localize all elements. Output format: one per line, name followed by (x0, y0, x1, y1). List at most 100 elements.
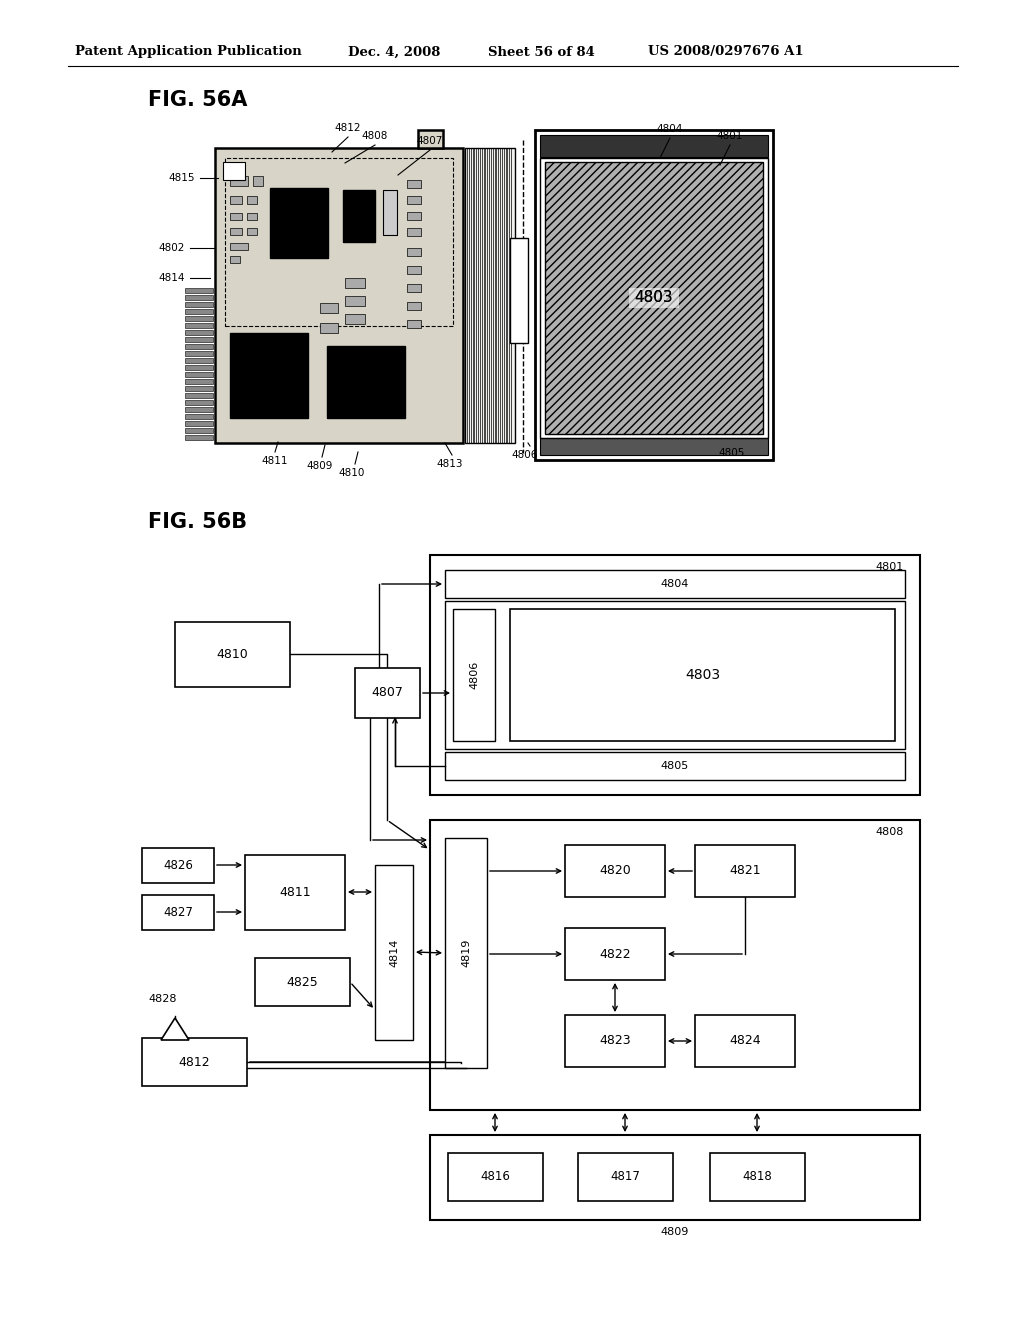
Text: 4803: 4803 (685, 668, 720, 682)
Text: 4812: 4812 (178, 1056, 210, 1068)
Bar (185, 288, 213, 293)
Bar (185, 315, 213, 321)
Bar (225, 158, 453, 326)
Bar (185, 337, 213, 342)
Bar (355, 668, 420, 718)
Bar (430, 820, 920, 1110)
Bar (247, 195, 257, 205)
Bar (185, 351, 213, 356)
Text: 4815: 4815 (169, 173, 195, 183)
Bar (453, 609, 495, 741)
Text: 4812: 4812 (335, 123, 361, 133)
Bar (270, 187, 328, 257)
Text: 4801: 4801 (876, 562, 904, 572)
Text: 4827: 4827 (163, 906, 193, 919)
Bar (185, 323, 213, 327)
Text: 4805: 4805 (660, 762, 689, 771)
Text: Dec. 4, 2008: Dec. 4, 2008 (348, 45, 440, 58)
Bar (327, 346, 406, 418)
Text: 4820: 4820 (599, 865, 631, 878)
Bar (185, 294, 213, 300)
Text: 4813: 4813 (437, 459, 463, 469)
Bar (142, 847, 214, 883)
Bar (540, 135, 768, 157)
Bar (185, 421, 213, 426)
Bar (445, 601, 905, 748)
Bar (255, 958, 350, 1006)
Bar (535, 129, 773, 459)
Text: 4824: 4824 (729, 1035, 761, 1048)
Bar (545, 162, 763, 434)
Text: 4814: 4814 (159, 273, 185, 282)
Text: 4807: 4807 (417, 136, 443, 147)
Bar (465, 148, 515, 444)
Bar (185, 309, 213, 314)
Text: 4809: 4809 (307, 461, 333, 471)
Bar (215, 148, 463, 444)
Bar (185, 385, 213, 391)
Text: 4801: 4801 (717, 131, 743, 141)
Bar (319, 323, 338, 333)
Text: 4823: 4823 (599, 1035, 631, 1048)
Bar (565, 1015, 665, 1067)
Text: 4806: 4806 (512, 450, 539, 459)
Bar (407, 180, 421, 187)
Bar (230, 213, 242, 220)
Bar (185, 407, 213, 412)
Bar (247, 228, 257, 235)
Bar (407, 195, 421, 205)
Bar (407, 284, 421, 292)
Bar (185, 345, 213, 348)
Bar (407, 319, 421, 327)
Bar (578, 1152, 673, 1201)
Bar (345, 296, 365, 306)
Bar (383, 190, 397, 235)
Bar (565, 845, 665, 898)
Bar (142, 1038, 247, 1086)
Text: 4805: 4805 (719, 447, 745, 458)
Bar (185, 393, 213, 399)
Text: 4808: 4808 (876, 828, 904, 837)
Bar (247, 213, 257, 220)
Bar (695, 845, 795, 898)
Bar (185, 330, 213, 335)
Bar (510, 609, 895, 741)
Bar (445, 838, 487, 1068)
Bar (230, 333, 308, 418)
Bar (185, 379, 213, 384)
Text: 4802: 4802 (159, 243, 185, 253)
Text: US 2008/0297676 A1: US 2008/0297676 A1 (648, 45, 804, 58)
Bar (695, 1015, 795, 1067)
Bar (245, 855, 345, 931)
Text: 4806: 4806 (469, 661, 479, 689)
Bar (407, 302, 421, 310)
Text: 4819: 4819 (461, 939, 471, 968)
Text: 4811: 4811 (262, 455, 288, 466)
Bar (540, 438, 768, 455)
Bar (375, 865, 413, 1040)
Bar (629, 288, 679, 308)
Bar (185, 358, 213, 363)
Bar (345, 279, 365, 288)
Bar (230, 176, 248, 186)
Text: 4807: 4807 (372, 686, 403, 700)
Text: 4810: 4810 (339, 469, 366, 478)
Text: 4811: 4811 (280, 886, 311, 899)
Text: 4826: 4826 (163, 859, 193, 873)
Text: Patent Application Publication: Patent Application Publication (75, 45, 302, 58)
Text: 4804: 4804 (660, 579, 689, 589)
Bar (445, 752, 905, 780)
Text: 4816: 4816 (480, 1171, 510, 1184)
Bar (253, 176, 263, 186)
Bar (430, 1135, 920, 1220)
Bar (230, 243, 248, 249)
Bar (343, 190, 375, 242)
Polygon shape (418, 129, 443, 148)
Text: 4818: 4818 (742, 1171, 772, 1184)
Text: 4808: 4808 (361, 131, 388, 141)
Bar (185, 414, 213, 418)
Text: 4825: 4825 (287, 975, 318, 989)
Text: 4810: 4810 (217, 648, 249, 661)
Bar (407, 248, 421, 256)
Text: 4828: 4828 (148, 994, 176, 1005)
